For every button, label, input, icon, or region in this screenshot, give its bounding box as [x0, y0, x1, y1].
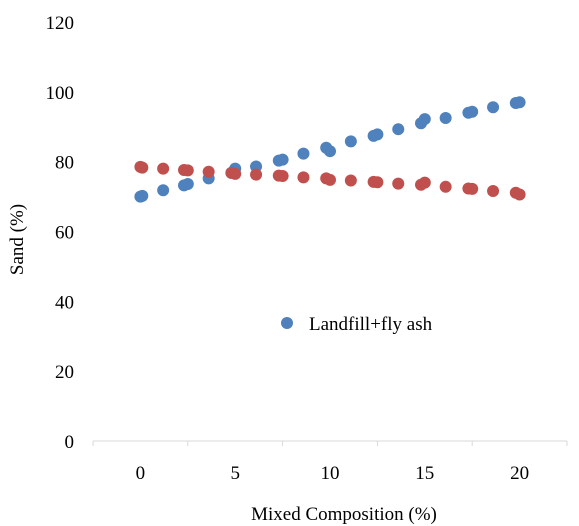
- data-point-series-2: [157, 162, 170, 175]
- legend: Landfill+fly ash: [281, 314, 433, 335]
- y-tick-label: 120: [46, 13, 75, 34]
- data-point-series-1: [276, 153, 289, 166]
- data-point-series-2: [392, 177, 405, 190]
- y-tick-label: 40: [55, 292, 74, 313]
- data-point-series-1: [181, 178, 194, 191]
- data-point-series-1: [487, 101, 500, 114]
- data-point-series-1: [157, 184, 170, 197]
- y-tick-label: 20: [55, 362, 74, 383]
- data-point-series-1: [324, 145, 336, 158]
- x-tick-label: 15: [415, 463, 434, 484]
- data-point-series-2: [202, 165, 215, 178]
- data-point-series-2: [418, 176, 431, 189]
- data-point-series-2: [513, 188, 526, 201]
- x-tick-label: 20: [510, 463, 529, 484]
- x-axis-title: Mixed Composition (%): [251, 504, 437, 525]
- data-point-series-2: [276, 169, 289, 182]
- data-point-series-2: [136, 161, 149, 174]
- y-tick-label: 80: [55, 153, 74, 174]
- data-point-series-1: [439, 112, 452, 125]
- data-point-series-2: [250, 168, 263, 181]
- y-axis-title: Sand (%): [7, 204, 28, 275]
- data-point-series-2: [487, 184, 500, 197]
- x-tick-label: 0: [136, 463, 146, 484]
- x-tick-marks: [92, 441, 568, 446]
- y-tick-label: 60: [55, 223, 74, 244]
- data-points: [134, 96, 526, 203]
- data-point-series-1: [466, 105, 479, 118]
- data-point-series-1: [136, 189, 149, 202]
- data-point-series-2: [439, 180, 452, 193]
- legend-label: Landfill+fly ash: [309, 314, 433, 335]
- data-point-series-2: [371, 176, 384, 189]
- y-tick-label: 100: [46, 83, 75, 104]
- data-point-series-1: [297, 147, 310, 160]
- x-tick-label: 10: [321, 463, 340, 484]
- data-point-series-2: [297, 171, 310, 184]
- x-tick-labels: 0 5 10 15 20: [136, 463, 529, 484]
- data-point-series-1: [371, 128, 384, 141]
- data-point-series-2: [229, 167, 242, 180]
- data-point-series-1: [513, 96, 526, 109]
- y-tick-label: 0: [65, 432, 75, 453]
- data-point-series-1: [344, 135, 357, 148]
- legend-marker: [281, 317, 293, 329]
- y-tick-labels: 0 20 40 60 80 100 120: [46, 13, 75, 453]
- data-point-series-2: [466, 182, 479, 195]
- x-tick-label: 5: [230, 463, 240, 484]
- data-point-series-1: [418, 113, 431, 126]
- data-point-series-2: [181, 164, 194, 177]
- data-point-series-1: [392, 123, 405, 136]
- data-point-series-2: [344, 174, 357, 187]
- data-point-series-2: [324, 173, 336, 186]
